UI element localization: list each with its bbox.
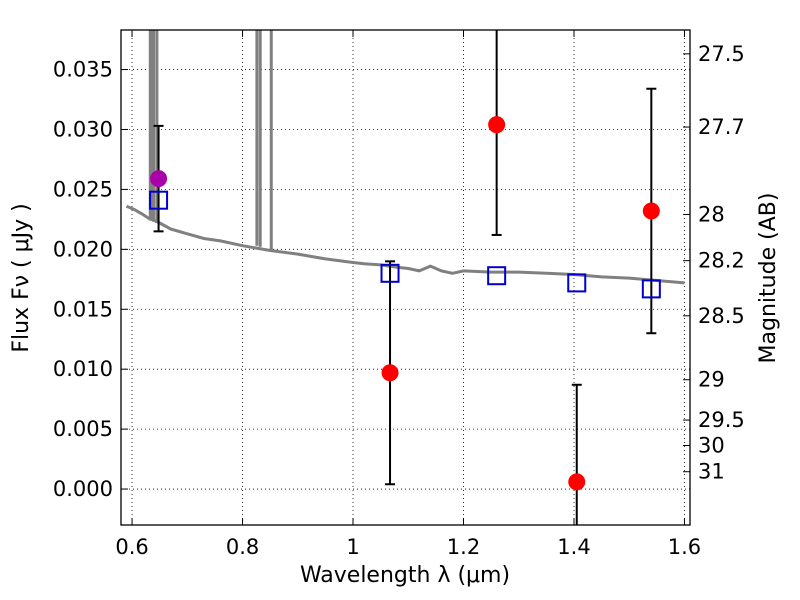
mag-tick-label: 27.5 bbox=[698, 42, 745, 66]
x-tick-label: 0.6 bbox=[115, 535, 148, 559]
observed-point bbox=[488, 116, 506, 134]
observed-point bbox=[381, 364, 399, 382]
mag-tick-label: 28 bbox=[698, 202, 725, 226]
observed-point bbox=[568, 473, 586, 491]
y2-axis-label: Magnitude (AB) bbox=[756, 193, 781, 364]
ticks: 0.6 0.8 1 1.2 1.4 1.6 0.000 0.005 0.010 0.015 0.02… bbox=[53, 30, 745, 559]
synthetic-square bbox=[641, 279, 661, 299]
mag-tick-label: 29 bbox=[698, 368, 725, 392]
y-axis-label: Flux Fν ( μJy ) bbox=[9, 203, 34, 352]
x-tick-label: 1 bbox=[346, 535, 359, 559]
x-tick-label: 0.8 bbox=[226, 535, 259, 559]
x-tick-label: 1.4 bbox=[557, 535, 590, 559]
grid bbox=[121, 30, 690, 525]
y-tick-label: 0.010 bbox=[53, 357, 113, 381]
x-tick-label: 1.6 bbox=[668, 535, 701, 559]
mag-tick-label: 28.5 bbox=[698, 304, 745, 328]
observed-short-point bbox=[150, 170, 168, 188]
mag-tick-label: 27.7 bbox=[698, 115, 745, 139]
mag-tick-label: 30 bbox=[698, 434, 725, 458]
plot-area bbox=[125, 30, 685, 525]
x-axis-label: Wavelength λ (μm) bbox=[300, 563, 510, 588]
model-spectrum-line bbox=[125, 204, 685, 285]
y-tick-label: 0.025 bbox=[53, 177, 113, 201]
y-tick-label: 0.030 bbox=[53, 117, 113, 141]
synthetic-square bbox=[487, 266, 507, 286]
synthetic-square bbox=[380, 263, 400, 283]
y-tick-label: 0.015 bbox=[53, 297, 113, 321]
mag-tick-label: 29.5 bbox=[698, 408, 745, 432]
mag-tick-label: 31 bbox=[698, 460, 725, 484]
plot-frame bbox=[120, 29, 691, 526]
observed-point bbox=[642, 202, 660, 220]
mag-tick-label: 28.2 bbox=[698, 249, 745, 273]
y-tick-label: 0.035 bbox=[53, 58, 113, 82]
y-tick-label: 0.005 bbox=[53, 417, 113, 441]
x-tick-label: 1.2 bbox=[447, 535, 480, 559]
synthetic-square bbox=[149, 190, 169, 210]
synthetic-square bbox=[567, 273, 587, 293]
y-tick-label: 0.000 bbox=[53, 477, 113, 501]
y-tick-label: 0.020 bbox=[53, 237, 113, 261]
